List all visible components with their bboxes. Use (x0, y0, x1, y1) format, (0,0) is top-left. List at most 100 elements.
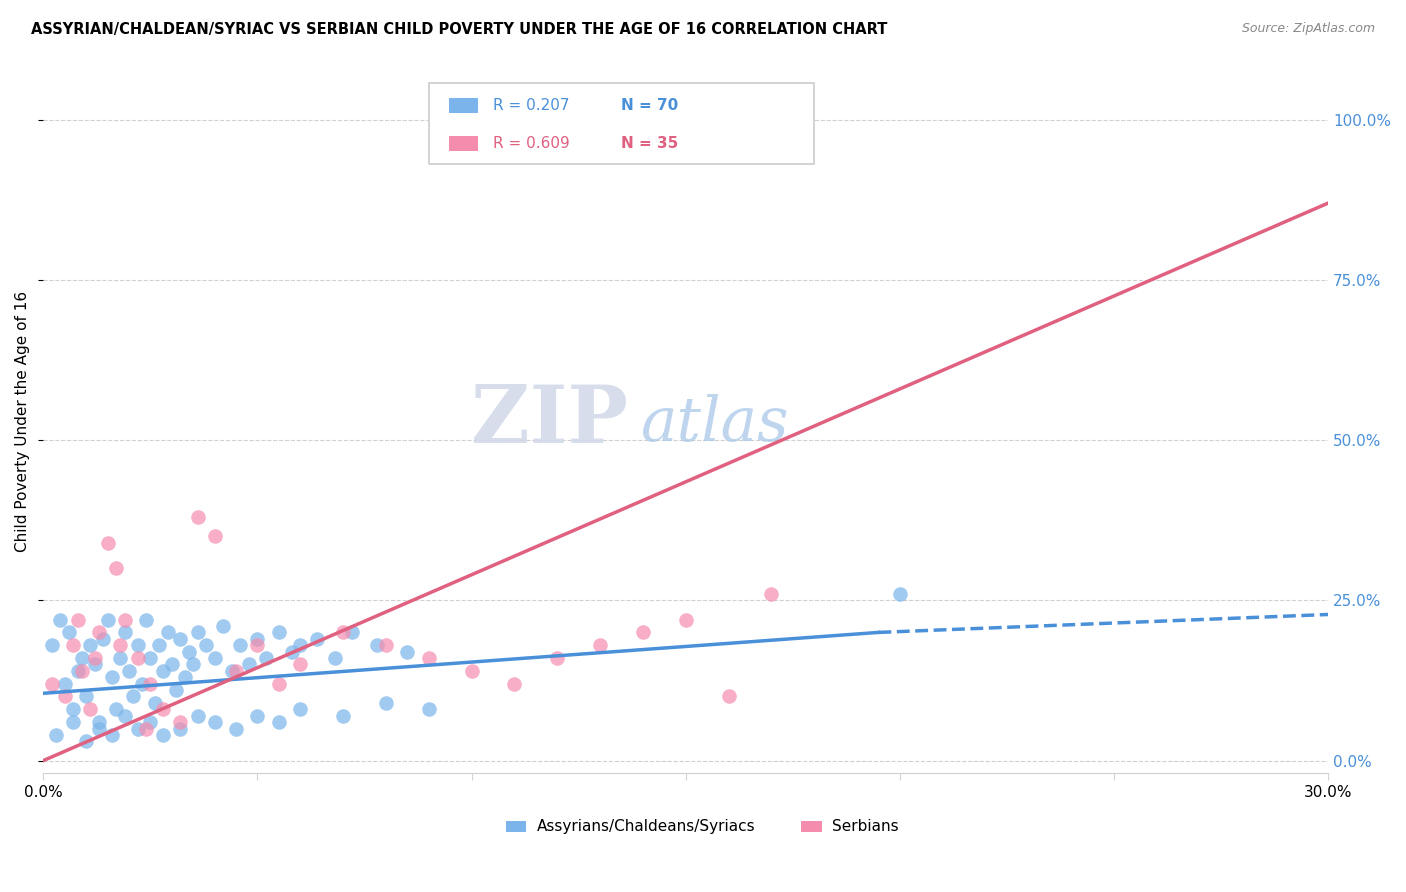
Point (101, 728, 124, 742)
Point (375, 696, 398, 710)
Point (110, 651, 132, 665)
Point (889, 587, 911, 601)
Point (589, 638, 612, 652)
Point (143, 696, 166, 710)
Point (267, 715, 290, 730)
Point (139, 651, 162, 665)
Point (105, 702, 128, 716)
Bar (506, 821, 526, 832)
Point (169, 722, 191, 736)
Point (87, 722, 110, 736)
Text: Serbians: Serbians (832, 819, 898, 834)
Point (131, 676, 153, 690)
Point (169, 715, 191, 730)
Point (127, 651, 149, 665)
Text: R = 0.207: R = 0.207 (494, 98, 569, 112)
Point (267, 625, 290, 640)
Point (87, 715, 110, 730)
Point (631, 625, 654, 640)
Point (75, 734, 97, 748)
Point (139, 676, 162, 690)
Point (418, 651, 440, 665)
Point (118, 664, 141, 678)
Point (91, 632, 114, 646)
Point (135, 613, 157, 627)
Bar (801, 821, 823, 832)
Point (45, 728, 67, 742)
Point (53, 690, 76, 704)
Point (66, 613, 89, 627)
Point (97, 613, 120, 627)
Point (135, 722, 157, 736)
Point (83, 651, 105, 665)
Point (186, 625, 208, 640)
Point (79, 702, 101, 716)
Point (87, 625, 110, 640)
Point (761, 587, 783, 601)
Point (186, 708, 208, 723)
Point (186, 510, 208, 524)
Text: atlas: atlas (641, 394, 789, 454)
Point (165, 683, 187, 698)
Point (267, 676, 290, 690)
Point (323, 651, 346, 665)
Point (114, 708, 136, 723)
Text: N = 35: N = 35 (621, 136, 679, 151)
Text: Source: ZipAtlas.com: Source: ZipAtlas.com (1241, 22, 1375, 36)
Bar (450, 97, 478, 113)
Point (41, 638, 63, 652)
Point (75, 690, 97, 704)
Point (246, 638, 269, 652)
Point (229, 638, 252, 652)
Point (225, 722, 247, 736)
Point (204, 715, 226, 730)
Point (418, 702, 440, 716)
Point (204, 651, 226, 665)
Point (290, 657, 312, 672)
Point (290, 702, 312, 716)
Point (58, 625, 80, 640)
Point (122, 690, 145, 704)
Point (62, 638, 84, 652)
Point (53, 676, 76, 690)
Point (290, 638, 312, 652)
Point (717, 690, 740, 704)
Point (212, 619, 235, 633)
Point (101, 670, 124, 684)
Point (152, 664, 174, 678)
Point (173, 670, 195, 684)
Point (41, 676, 63, 690)
Point (307, 632, 329, 646)
Point (546, 651, 568, 665)
Point (105, 561, 128, 575)
Bar (450, 136, 478, 151)
Point (717, 112, 740, 127)
Point (49, 613, 72, 627)
Point (238, 657, 260, 672)
Point (114, 613, 136, 627)
Point (169, 632, 191, 646)
Point (225, 664, 247, 678)
Point (83, 657, 105, 672)
Point (127, 722, 149, 736)
Point (221, 664, 243, 678)
Point (62, 715, 84, 730)
Point (156, 625, 179, 640)
Point (195, 638, 218, 652)
Point (503, 676, 526, 690)
Point (177, 645, 200, 659)
FancyBboxPatch shape (429, 83, 814, 163)
Point (110, 638, 132, 652)
Y-axis label: Child Poverty Under the Age of 16: Child Poverty Under the Age of 16 (15, 291, 30, 551)
Point (139, 715, 162, 730)
Point (246, 708, 269, 723)
Point (160, 657, 183, 672)
Point (70, 651, 93, 665)
Point (340, 625, 363, 640)
Point (127, 638, 149, 652)
Point (460, 664, 482, 678)
Point (254, 651, 277, 665)
Point (366, 638, 388, 652)
Point (280, 645, 302, 659)
Point (79, 638, 101, 652)
